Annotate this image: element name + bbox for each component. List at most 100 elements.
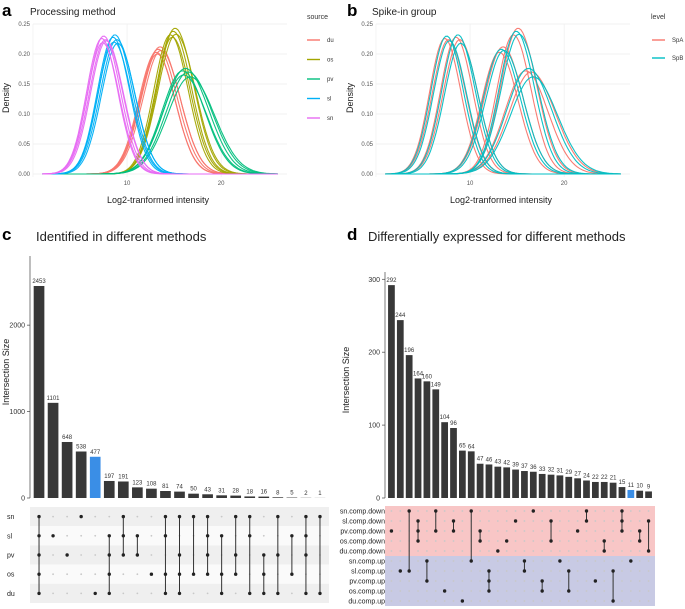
empty-dot [629,520,632,522]
empty-dot [576,570,579,572]
membership-matrix: sn sl pv os du [7,514,322,598]
empty-dot [496,570,499,572]
bar-label: 81 [162,484,169,490]
empty-dot [122,573,125,576]
bar-label: 191 [118,474,129,480]
matrix-row-bg [385,596,655,606]
empty-dot [505,510,508,512]
empty-dot [576,580,579,582]
membership-dot [163,534,168,538]
empty-dot [514,550,517,552]
membership-dot [107,534,111,538]
bar [174,491,185,498]
empty-dot [514,600,517,602]
empty-dot [399,510,402,512]
upset-plot-differential: Differentially expressed for different m… [339,229,655,606]
membership-dot [191,514,196,519]
membership-dot [177,514,182,519]
membership-dot [121,534,126,538]
membership-dot [304,514,308,519]
bar [529,471,537,498]
empty-dot [541,600,544,602]
empty-dot [532,550,535,552]
empty-dot [52,554,54,556]
x-tick-label: 10 [124,181,131,187]
y-axis-label: Density [1,82,11,113]
x-tick-label: 10 [467,181,474,187]
empty-dot [621,590,623,592]
bar-label: 50 [190,487,197,493]
empty-dot [461,530,464,532]
membership-dot [248,534,252,538]
empty-dot [532,530,535,532]
empty-dot [594,550,597,552]
empty-dot [576,510,579,512]
empty-dot [550,580,552,582]
empty-dot [576,590,579,592]
empty-dot [647,590,650,592]
empty-dot [94,554,97,556]
empty-dot [408,600,411,602]
bar [216,495,227,498]
empty-dot [559,570,561,572]
set-label: du.comp.down [339,549,385,556]
bar [202,494,213,498]
empty-dot [550,560,552,562]
membership-dot [205,514,210,519]
empty-dot [603,570,606,572]
empty-dot [559,530,561,532]
empty-dot [629,530,632,532]
bar [188,493,199,498]
empty-dot [567,520,570,522]
density-line-sn [42,40,278,175]
empty-dot [479,510,481,512]
membership-dot [505,539,509,543]
membership-matrix: sn.comp.down sl.comp.down pv.comp.down os.c… [339,509,651,606]
bar [627,489,635,498]
y-tick-label: 0.20 [18,52,30,58]
bar-label: 160 [422,374,433,380]
empty-dot [452,580,455,582]
y-tick-label: 0 [376,496,380,503]
bar [423,381,431,498]
empty-dot [523,580,526,582]
empty-dot [621,580,623,582]
empty-dot [559,600,561,602]
membership-dot [460,599,465,603]
axis-ticks: 0 100 200 300 [368,272,386,503]
empty-dot [461,590,464,592]
chart-title: Spike-in group [372,7,437,18]
membership-dot [107,553,111,557]
bar [160,490,171,498]
density-curves [385,27,621,175]
empty-dot [461,570,464,572]
empty-dot [461,520,464,522]
membership-dot [290,572,294,576]
membership-dot [290,534,294,538]
empty-dot [470,600,473,602]
empty-dot [443,530,446,532]
empty-dot [559,550,561,552]
empty-dot [390,550,393,552]
bar [132,487,143,498]
bar [432,389,440,498]
membership-dot [487,569,491,573]
empty-dot [150,554,153,556]
membership-dot [575,529,580,533]
empty-dot [532,560,535,562]
empty-dot [488,530,490,532]
empty-dot [603,560,606,562]
membership-dot [442,589,447,593]
membership-dot [602,539,606,543]
empty-dot [434,590,437,592]
membership-dot [276,591,280,596]
bar-label: 43 [204,487,211,493]
membership-dot [219,591,224,596]
membership-dot [304,591,308,596]
membership-dot [611,569,615,573]
y-axis-label: Density [345,82,355,113]
empty-dot [399,540,402,542]
empty-dot [443,580,446,582]
empty-dot [434,550,437,552]
membership-dot [567,569,571,573]
